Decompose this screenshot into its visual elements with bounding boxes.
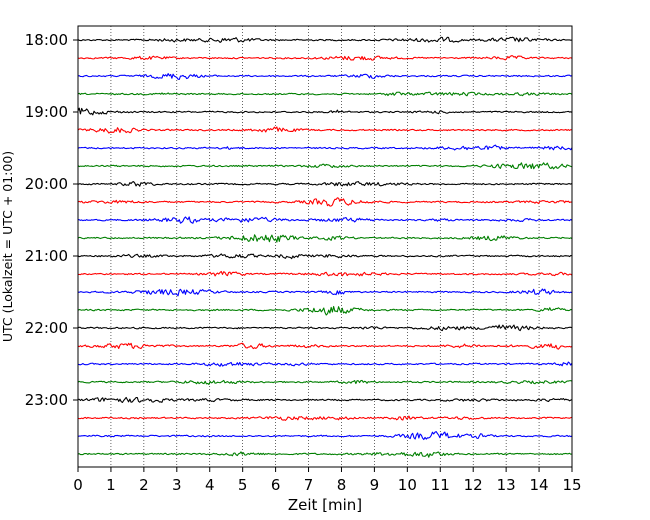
x-tick-label: 4 (205, 476, 215, 494)
x-tick-label: 10 (398, 476, 417, 494)
trace-group (77, 36, 573, 458)
seismogram-trace (77, 144, 573, 151)
x-tick-label: 5 (238, 476, 248, 494)
x-tick-label: 12 (464, 476, 483, 494)
seismogram-trace (77, 55, 573, 61)
seismogram-trace (77, 324, 573, 332)
seismogram-trace (77, 253, 573, 260)
seismogram-trace (77, 216, 573, 224)
seismogram-trace (77, 342, 573, 350)
seismogram-trace (77, 126, 573, 134)
x-tick-label: 2 (139, 476, 149, 494)
seismogram-trace (77, 234, 573, 243)
y-tick-label: 19:00 (25, 103, 68, 121)
seismogram-trace (77, 431, 573, 441)
seismogram-trace (77, 197, 573, 207)
seismogram-trace (77, 288, 573, 297)
y-tick-label: 20:00 (25, 175, 68, 193)
seismogram-trace (77, 451, 573, 458)
x-tick-label: 0 (73, 476, 83, 494)
y-tick-label: 22:00 (25, 319, 68, 337)
seismogram-trace (77, 181, 573, 187)
y-tick-label: 18:00 (25, 31, 68, 49)
x-axis: 0 1 2 3 4 5 6 7 8 9 10 11 12 13 14 15 (73, 467, 582, 494)
x-tick-label: 7 (304, 476, 314, 494)
seismogram-trace (77, 305, 573, 316)
x-tick-label: 11 (431, 476, 450, 494)
seismogram-trace (77, 162, 573, 170)
x-tick-label: 15 (562, 476, 581, 494)
seismogram-trace (77, 36, 573, 43)
x-axis-title: Zeit [min] (288, 496, 362, 514)
x-tick-label: 14 (530, 476, 549, 494)
x-tick-label: 8 (337, 476, 347, 494)
y-tick-label: 23:00 (25, 391, 68, 409)
seismogram-trace (77, 379, 573, 386)
seismogram-trace (77, 107, 573, 116)
x-tick-label: 3 (172, 476, 182, 494)
seismogram-trace (77, 91, 573, 97)
x-tick-label: 13 (497, 476, 516, 494)
seismogram-trace (77, 270, 573, 277)
x-tick-label: 6 (271, 476, 281, 494)
y-axis-title: UTC (Lokalzeit = UTC + 01:00) (0, 151, 15, 342)
seismogram-trace (77, 396, 573, 403)
x-tick-label: 9 (370, 476, 380, 494)
seismogram-trace (77, 361, 573, 367)
y-axis: 18:00 19:00 20:00 21:00 22:00 23:00 (25, 31, 78, 409)
x-tick-label: 1 (106, 476, 116, 494)
plot-frame (77, 25, 573, 468)
seismogram-trace (77, 73, 573, 80)
seismogram-trace (77, 415, 573, 421)
y-tick-label: 21:00 (25, 247, 68, 265)
